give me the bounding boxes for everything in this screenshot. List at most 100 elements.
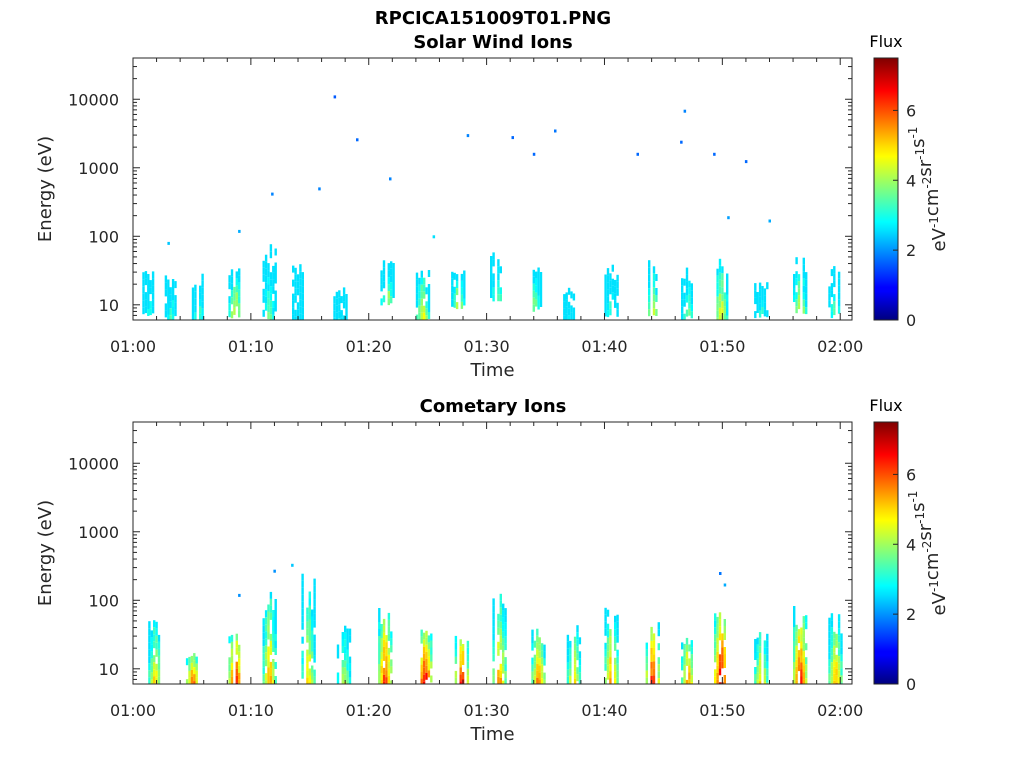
flux-cell (716, 311, 718, 318)
flux-cell (838, 628, 840, 635)
flux-cell (201, 295, 203, 302)
flux-cell (344, 647, 346, 654)
flux-cell (193, 667, 195, 674)
flux-cell (766, 655, 768, 662)
flux-cell (574, 644, 576, 651)
flux-cell (385, 642, 387, 649)
flux-cell (805, 307, 807, 314)
flux-cell (142, 286, 144, 293)
flux-cell (306, 678, 308, 684)
flux-cell (231, 290, 233, 297)
flux-cell (196, 664, 198, 671)
flux-cell (383, 267, 385, 274)
flux-cell (228, 671, 230, 678)
flux-cell (537, 303, 539, 310)
flux-cell (759, 646, 761, 653)
flux-cell (270, 648, 272, 655)
flux-cell (392, 284, 394, 291)
flux-cell (803, 644, 805, 651)
flux-cell (721, 273, 723, 280)
flux-cell (574, 651, 576, 658)
flux-cell (306, 657, 308, 664)
flux-cell (378, 650, 380, 657)
flux-cell (574, 665, 576, 672)
flux-cell (609, 287, 611, 294)
flux-cell (267, 605, 269, 612)
flux-cell (492, 294, 494, 301)
flux-cell (607, 652, 609, 659)
flux-cell (616, 636, 618, 643)
flux-cell (172, 279, 174, 286)
flux-cell (607, 631, 609, 638)
flux-cell (428, 663, 430, 670)
flux-cell (724, 292, 726, 299)
flux-cell (383, 281, 385, 288)
flux-cell (151, 679, 153, 684)
flux-cell (275, 641, 277, 648)
flux-cell (228, 678, 230, 684)
flux-cell (421, 306, 423, 313)
flux-cell (650, 634, 652, 641)
flux-cell (798, 281, 800, 288)
flux-cell (263, 632, 265, 639)
flux-cell (502, 604, 504, 611)
flux-cell (299, 306, 301, 313)
flux-cell (604, 289, 606, 296)
flux-cell (490, 277, 492, 284)
flux-cell (265, 673, 267, 680)
flux-cell (648, 281, 650, 288)
flux-cell (344, 654, 346, 661)
flux-cell (150, 301, 152, 308)
flux-cell (497, 649, 499, 656)
flux-cell (145, 278, 147, 285)
flux-cell (612, 293, 614, 300)
flux-cell (148, 670, 150, 677)
flux-point (719, 572, 722, 575)
flux-cell (531, 665, 533, 672)
flux-cell (719, 612, 721, 619)
flux-cell (840, 668, 842, 675)
flux-cell (653, 661, 655, 668)
flux-cell (270, 244, 272, 251)
flux-cell (616, 664, 618, 671)
flux-cell (805, 272, 807, 279)
flux-cell (151, 637, 153, 644)
y-axis-label: Energy (eV) (35, 500, 56, 606)
flux-cell (228, 664, 230, 671)
flux-cell (535, 272, 537, 279)
flux-cell (267, 277, 269, 284)
flux-cell (430, 676, 432, 683)
flux-cell (803, 293, 805, 300)
flux-cell (716, 624, 718, 631)
flux-cell (533, 277, 535, 284)
flux-cell (423, 675, 425, 682)
flux-cell (336, 299, 338, 306)
flux-cell (378, 657, 380, 664)
flux-cell (757, 306, 759, 313)
flux-cell (462, 644, 464, 651)
flux-cell (764, 668, 766, 675)
flux-cell (191, 670, 193, 677)
flux-cell (148, 656, 150, 663)
flux-cell (534, 669, 536, 676)
flux-cell (833, 639, 835, 646)
flux-cell (653, 294, 655, 301)
flux-cell (793, 620, 795, 627)
flux-cell (805, 279, 807, 286)
flux-cell (467, 648, 469, 655)
flux-cell (378, 678, 380, 684)
flux-cell (194, 299, 196, 306)
flux-cell (658, 664, 660, 671)
flux-cell (418, 278, 420, 285)
flux-cell (231, 276, 233, 283)
colorbar-tick-label: 2 (906, 605, 916, 624)
flux-cell (795, 271, 797, 278)
flux-cell (263, 653, 265, 660)
x-tick-label: 01:20 (346, 337, 392, 356)
flux-cell (170, 294, 172, 301)
flux-cell (423, 633, 425, 640)
flux-cell (541, 643, 543, 650)
flux-cell (265, 624, 267, 631)
flux-cell (569, 655, 571, 662)
flux-cell (504, 622, 506, 629)
